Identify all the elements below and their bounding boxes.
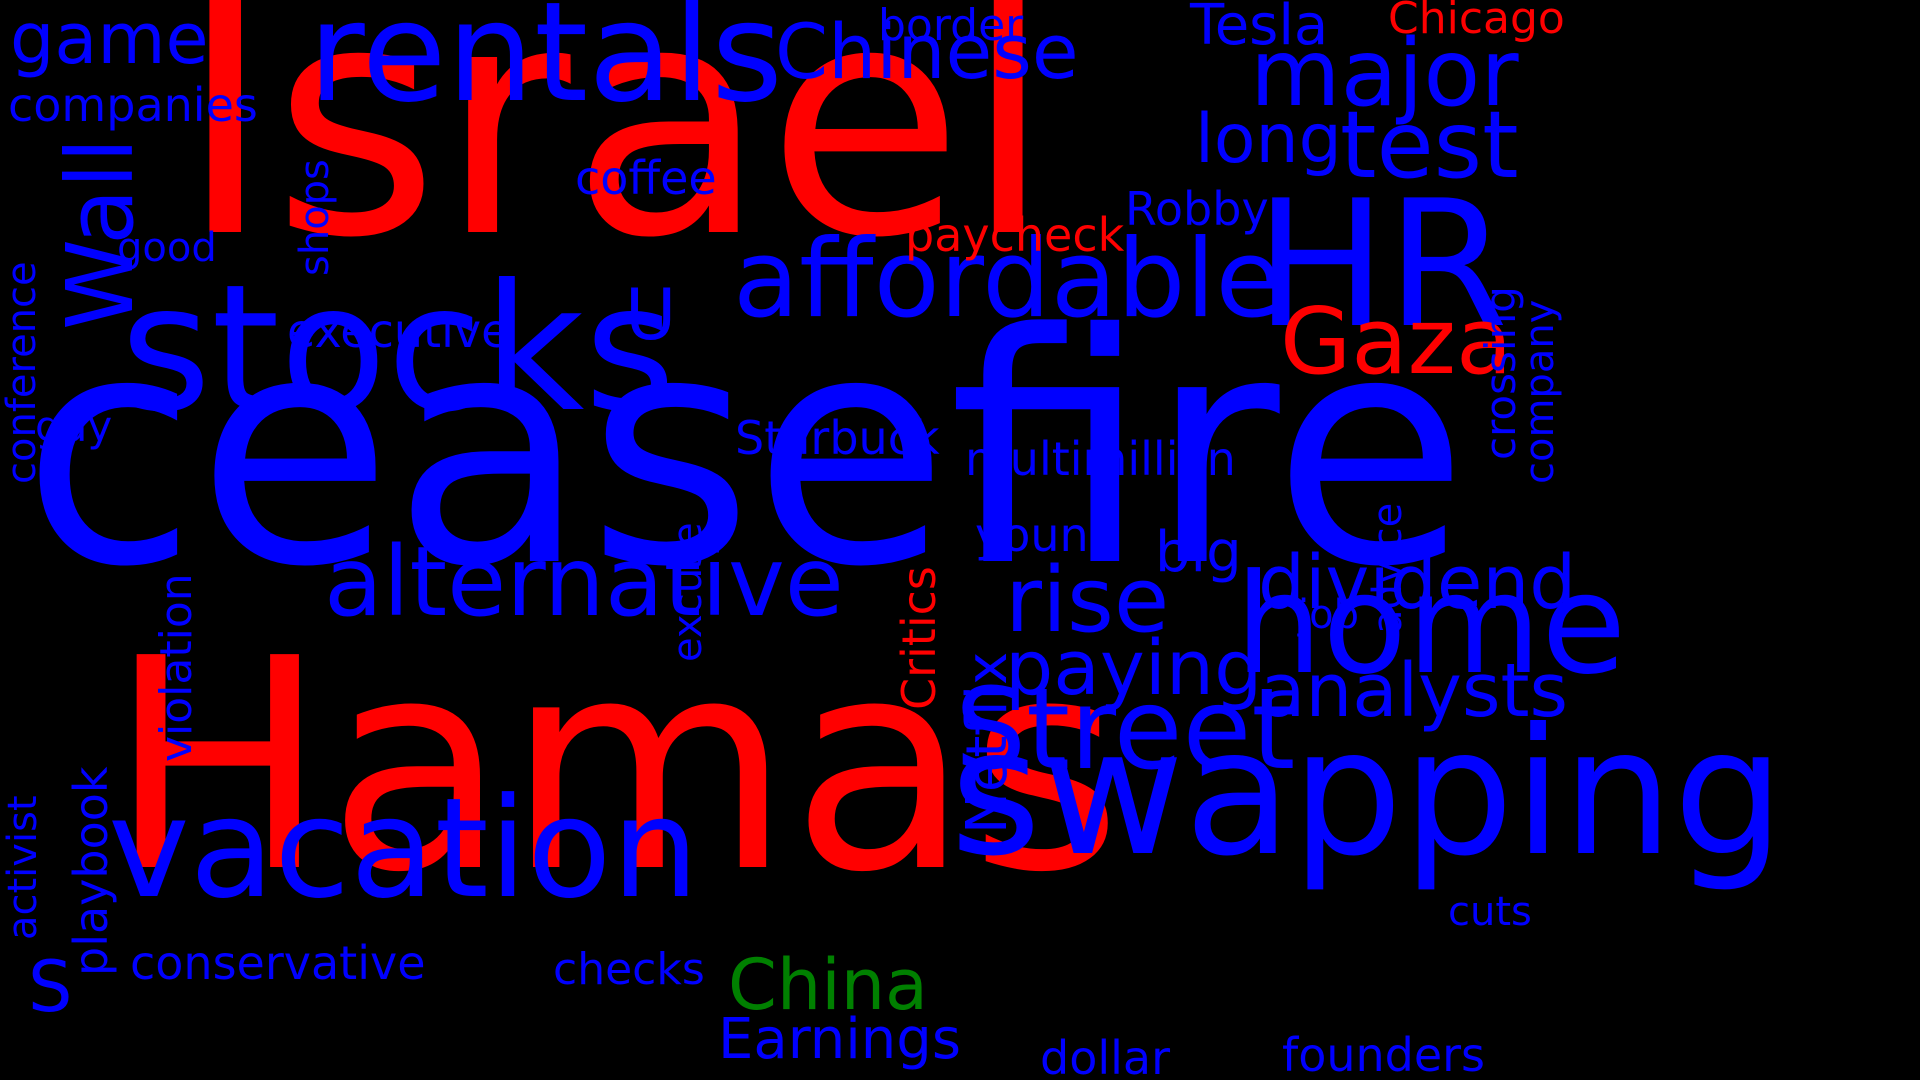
word-israel: Israel <box>178 0 1053 308</box>
word-cuts: cuts <box>1448 889 1532 935</box>
word-crossing: crossing <box>1476 286 1525 460</box>
word-paying: paying <box>1005 623 1263 712</box>
word-executive: executive <box>287 304 510 358</box>
word-alternative: alternative <box>324 526 844 638</box>
word-rentals: rentals <box>308 0 783 133</box>
word-netflix: Netflix <box>955 651 1020 834</box>
word-home: home <box>1235 544 1627 705</box>
word-street: Street <box>955 665 1296 795</box>
word-china: China <box>728 944 928 1026</box>
word-u: U <box>625 274 677 356</box>
word-gay: gay <box>35 402 113 451</box>
word-vacation: vacation <box>108 768 700 929</box>
word-test: test <box>1340 91 1519 199</box>
word-game: game <box>10 0 209 80</box>
word-multimillion: multimillion <box>965 432 1236 486</box>
word-ceasefire: ceasefire <box>22 266 1469 636</box>
word-robby: Robby <box>1125 182 1269 236</box>
word-young: young <box>975 508 1118 562</box>
word-major: major <box>1250 19 1519 127</box>
word-founders: founders <box>1282 1028 1486 1080</box>
word-tesla: Tesla <box>1190 0 1329 58</box>
word-border: border <box>878 0 1024 51</box>
word-long: long <box>1195 100 1342 179</box>
word-conference: conference <box>0 261 45 484</box>
word-starbuck: Starbuck <box>735 411 940 465</box>
word-excuse: excuse <box>665 522 711 662</box>
word-violation: violation <box>151 573 202 762</box>
word-conservative: conservative <box>130 936 426 990</box>
word-rise: rise <box>1005 548 1170 653</box>
word-shops: shops <box>292 159 338 276</box>
word-good: good <box>117 225 217 271</box>
word-coffee: coffee <box>575 151 717 205</box>
word-paycheck: paycheck <box>905 208 1125 262</box>
word-big: big <box>1155 520 1242 585</box>
word-advice: advice <box>1365 502 1411 634</box>
word-company: company <box>1517 299 1563 484</box>
word-earnings: Earnings <box>718 1007 962 1072</box>
word-hr: HR <box>1255 164 1509 367</box>
word-gaza: Gaza <box>1280 288 1513 395</box>
word-activist: activist <box>0 795 46 940</box>
word-stocks: stocks <box>120 248 676 451</box>
word-affordable: affordable <box>733 217 1282 342</box>
word-critics: Critics <box>892 566 946 710</box>
word-dividend: dividend <box>1258 540 1577 626</box>
word-swapping: swapping <box>950 692 1785 895</box>
word-chinese: Chinese <box>775 7 1079 96</box>
word-analysts: analysts <box>1260 648 1569 734</box>
word-checks: checks <box>553 944 705 995</box>
word-chicago: Chicago <box>1388 0 1565 44</box>
word-playbook: playbook <box>64 766 118 976</box>
word-s: S <box>28 946 73 1028</box>
word-dollar: dollar <box>1040 1031 1171 1080</box>
word-job: job <box>1298 592 1359 638</box>
word-hamas: Hamas <box>108 596 1123 936</box>
word-companies: companies <box>8 78 258 132</box>
